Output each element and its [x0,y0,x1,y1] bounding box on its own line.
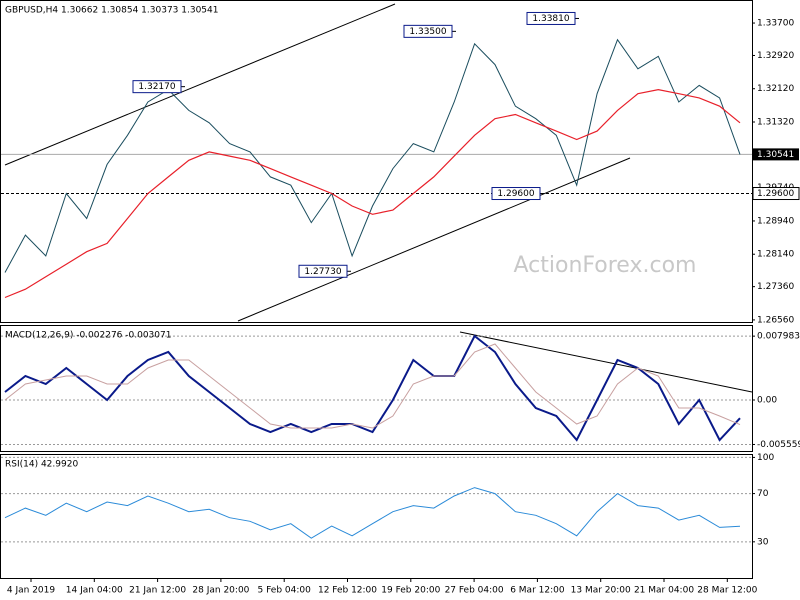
panel-title: GBPUSD,H4 1.30662 1.30854 1.30373 1.3054… [5,6,218,16]
annotation-box [403,24,453,38]
x-tick-label: 21 Mar 04:00 [634,586,694,596]
x-tick-label: 19 Feb 20:00 [381,586,440,596]
channel-line [4,3,396,166]
y-tick-label: 100 [757,453,774,463]
y-tick-label: 0.00 [757,396,777,406]
series-line [4,334,741,442]
x-tick-label: 14 Jan 04:00 [66,586,123,596]
y-tick-label: 70 [757,489,769,499]
annotation-box [132,80,182,94]
y-tick-label: 0.007983 [757,332,800,342]
x-tick-label: 6 Mar 12:00 [510,586,565,596]
annotation-box [526,11,576,25]
annotation-box [491,187,541,201]
x-tick-label: 13 Mar 20:00 [571,586,631,596]
y-tick-label: 1.27360 [757,282,794,292]
y-tick-label: 1.32920 [757,51,794,61]
y-tick-label: 1.33700 [757,19,794,29]
series-line [4,38,741,273]
series-line [4,487,741,539]
x-tick-label: 21 Jan 12:00 [129,586,186,596]
price-box [753,148,799,161]
y-tick-label: 1.31320 [757,117,794,127]
annotation-label: 1.33810 [532,14,569,24]
annotation-label: 1.27730 [304,267,341,277]
x-tick-label: 12 Feb 12:00 [318,586,377,596]
channel-line [237,157,631,322]
x-tick-label: 28 Jan 20:00 [192,586,249,596]
trend-line [459,331,753,393]
y-tick-label: 1.28940 [757,216,794,226]
series-line [4,88,741,299]
x-tick-label: 27 Feb 04:00 [445,586,504,596]
x-tick-label: 5 Feb 04:00 [258,586,312,596]
y-tick-label: 1.28140 [757,250,794,260]
panel-title: MACD(12,26,9) -0.002276 -0.003071 [5,331,171,341]
watermark: ActionForex.com [514,253,697,278]
annotation-box [298,264,348,278]
annotation-label: 1.32170 [138,82,175,92]
x-tick-label: 28 Mar 12:00 [697,586,757,596]
price-box [752,187,800,201]
panel-title: RSI(14) 42.9920 [5,460,78,470]
current-label: 1.30541 [757,150,794,160]
y-tick-label: 1.32120 [757,84,794,94]
support-label: 1.29600 [757,189,794,199]
main-panel [0,0,753,323]
macd-panel [0,325,753,452]
y-tick-label: 30 [757,537,769,547]
annotation-label: 1.29600 [497,189,534,199]
series-line [4,343,741,429]
annotation-label: 1.33500 [409,27,446,37]
y-tick-label: 1.26560 [757,315,794,325]
x-tick-label: 4 Jan 2019 [7,586,55,596]
y-tick-label: -0.005559 [757,440,800,450]
rsi-panel [0,454,753,579]
